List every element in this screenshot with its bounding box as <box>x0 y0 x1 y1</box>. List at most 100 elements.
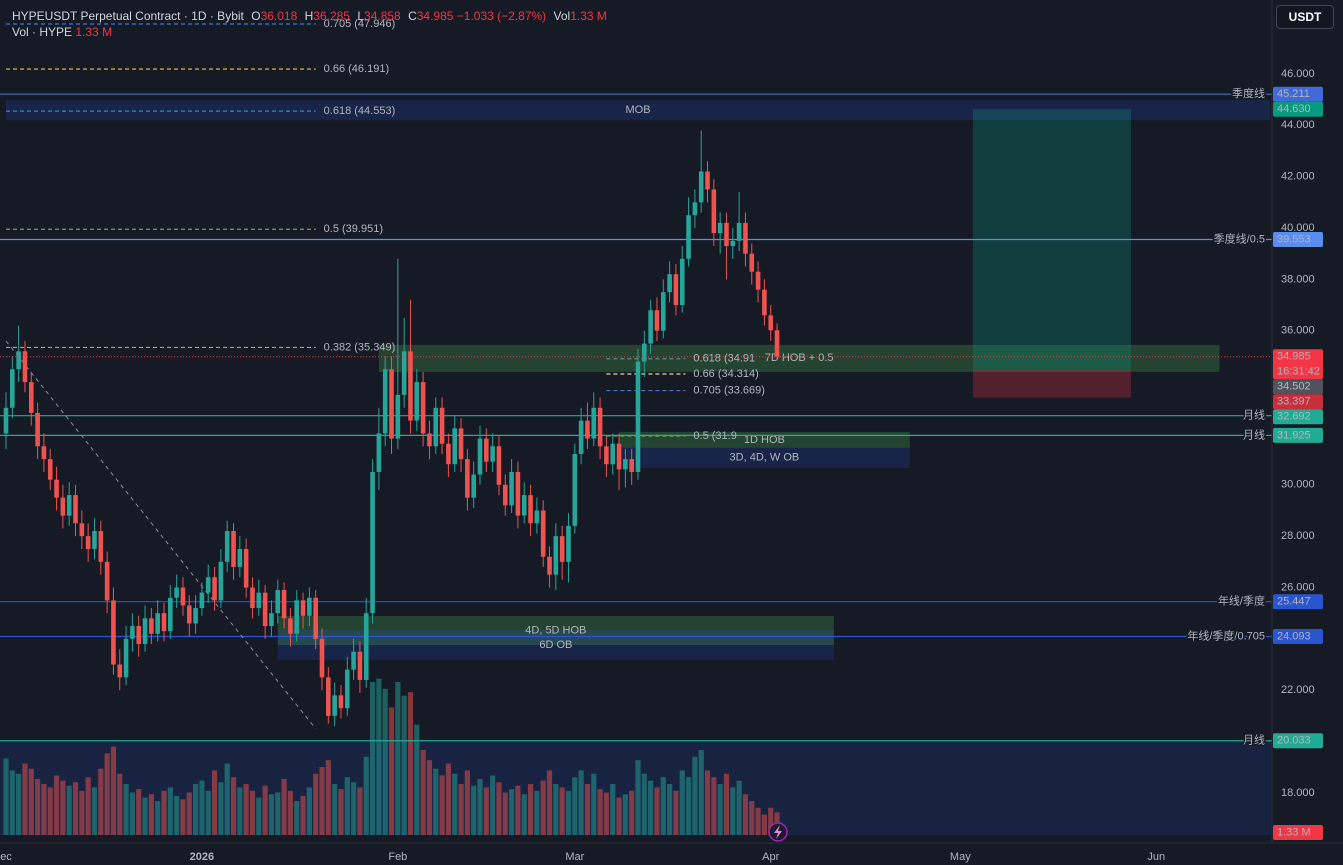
ohlc-key: H <box>304 9 314 23</box>
price-axis-label: 33.397 <box>1277 396 1311 408</box>
volume-bar <box>565 790 572 835</box>
y-tick-label: 26.000 <box>1281 581 1315 593</box>
candle-body <box>85 536 91 549</box>
candle-body <box>60 497 66 516</box>
volume-bar <box>167 787 173 835</box>
volume-bar <box>527 784 534 835</box>
volume-bar <box>91 787 98 835</box>
x-tick-label: Jun <box>1147 851 1165 863</box>
price-axis-label: 16:31:42 <box>1277 366 1320 378</box>
volume-bar <box>660 777 666 835</box>
volume-bar <box>496 782 502 835</box>
volume-bar <box>110 746 117 835</box>
volume-bar <box>338 789 344 835</box>
price-axis-box <box>1273 427 1323 443</box>
candle-body <box>256 592 262 609</box>
volume-bar <box>211 770 218 835</box>
price-axis-box <box>1273 86 1323 102</box>
volume-bar <box>9 770 15 835</box>
volume-bar <box>306 787 312 835</box>
candle-body <box>465 459 470 498</box>
x-tick-label: Apr <box>762 851 779 863</box>
candle-body <box>344 669 350 709</box>
volume-bar <box>357 787 363 835</box>
candle-body <box>578 420 584 454</box>
candle-body <box>351 651 356 670</box>
candle-body <box>300 600 306 616</box>
candle-body <box>161 613 167 632</box>
candle-body <box>281 590 287 619</box>
order-block <box>619 447 910 468</box>
order-block <box>6 99 1270 121</box>
candle-body <box>389 369 394 439</box>
candle-body <box>553 536 559 575</box>
volume-bar <box>199 780 205 835</box>
candle-body <box>762 289 767 316</box>
volume-bar <box>603 792 609 835</box>
candle-body <box>439 407 445 444</box>
candle-body <box>370 471 375 614</box>
candle-body <box>420 382 426 434</box>
volume-axis-box <box>1273 825 1323 840</box>
volume-bar <box>376 678 382 835</box>
vol-value: 1.33 M <box>570 9 607 23</box>
candle-body <box>711 189 717 234</box>
fib-label: 0.382 (35.349) <box>324 341 396 353</box>
volume-bar <box>300 795 306 835</box>
volume-title[interactable]: Vol · HYPE <box>12 25 73 39</box>
candle-body <box>92 531 97 549</box>
candle-body <box>73 495 78 524</box>
vol-key: Vol <box>553 9 571 23</box>
ohlc-value: 34.858 <box>364 9 401 23</box>
y-tick-label: 22.000 <box>1281 684 1315 696</box>
ohlc-value: 36.285 <box>313 9 350 23</box>
volume-bar <box>433 768 439 835</box>
volume-bar <box>749 801 755 835</box>
volume-bar <box>395 682 401 835</box>
volume-bar <box>224 763 230 835</box>
volume-bar <box>439 775 445 835</box>
volume-bar <box>237 787 243 835</box>
y-tick-label: 30.000 <box>1281 479 1315 491</box>
volume-axis-label: 1.33 M <box>1277 826 1311 838</box>
candle-body <box>446 443 451 465</box>
candle-body <box>205 577 211 593</box>
candle-body <box>79 523 85 537</box>
volume-bar <box>679 770 685 835</box>
legend-row: HYPEUSDT Perpetual Contract · 1D · Bybit… <box>12 8 607 24</box>
volume-bar <box>129 792 135 835</box>
volume-bar <box>483 787 489 835</box>
volume-bar <box>174 795 180 835</box>
volume-bar <box>540 780 546 835</box>
volume-bar <box>471 785 477 835</box>
candle-body <box>540 510 546 557</box>
volume-bar <box>275 792 281 835</box>
volume-bar <box>629 790 635 835</box>
volume-bar <box>363 756 369 835</box>
volume-bar <box>123 784 129 835</box>
candle-body <box>218 561 224 601</box>
candle-body <box>338 695 344 709</box>
currency-button[interactable]: USDT <box>1276 5 1334 29</box>
symbol-title[interactable]: HYPEUSDT Perpetual Contract · 1D · Bybit <box>12 9 244 23</box>
candle-body <box>41 446 47 460</box>
y-tick-label: 28.000 <box>1281 530 1315 542</box>
price-axis: 46.00044.00042.00040.00038.00036.00034.0… <box>1273 68 1323 840</box>
level-label: 季度线/0.5 <box>1214 231 1265 245</box>
candle-body <box>16 351 21 370</box>
volume-bar <box>648 780 654 835</box>
candle-body <box>180 587 186 606</box>
volume-bar <box>388 707 395 835</box>
candle-body <box>572 453 578 526</box>
price-axis-box <box>1273 349 1323 380</box>
candle-body <box>667 274 672 293</box>
candle-body <box>149 618 154 634</box>
zone-label: MOB <box>625 104 650 116</box>
y-tick-label: 38.000 <box>1281 273 1315 285</box>
volume-bar <box>622 794 628 835</box>
candle-body <box>237 548 243 567</box>
y-tick-label: 36.000 <box>1281 325 1315 337</box>
candle-body <box>686 215 691 259</box>
candle-body <box>604 446 609 465</box>
